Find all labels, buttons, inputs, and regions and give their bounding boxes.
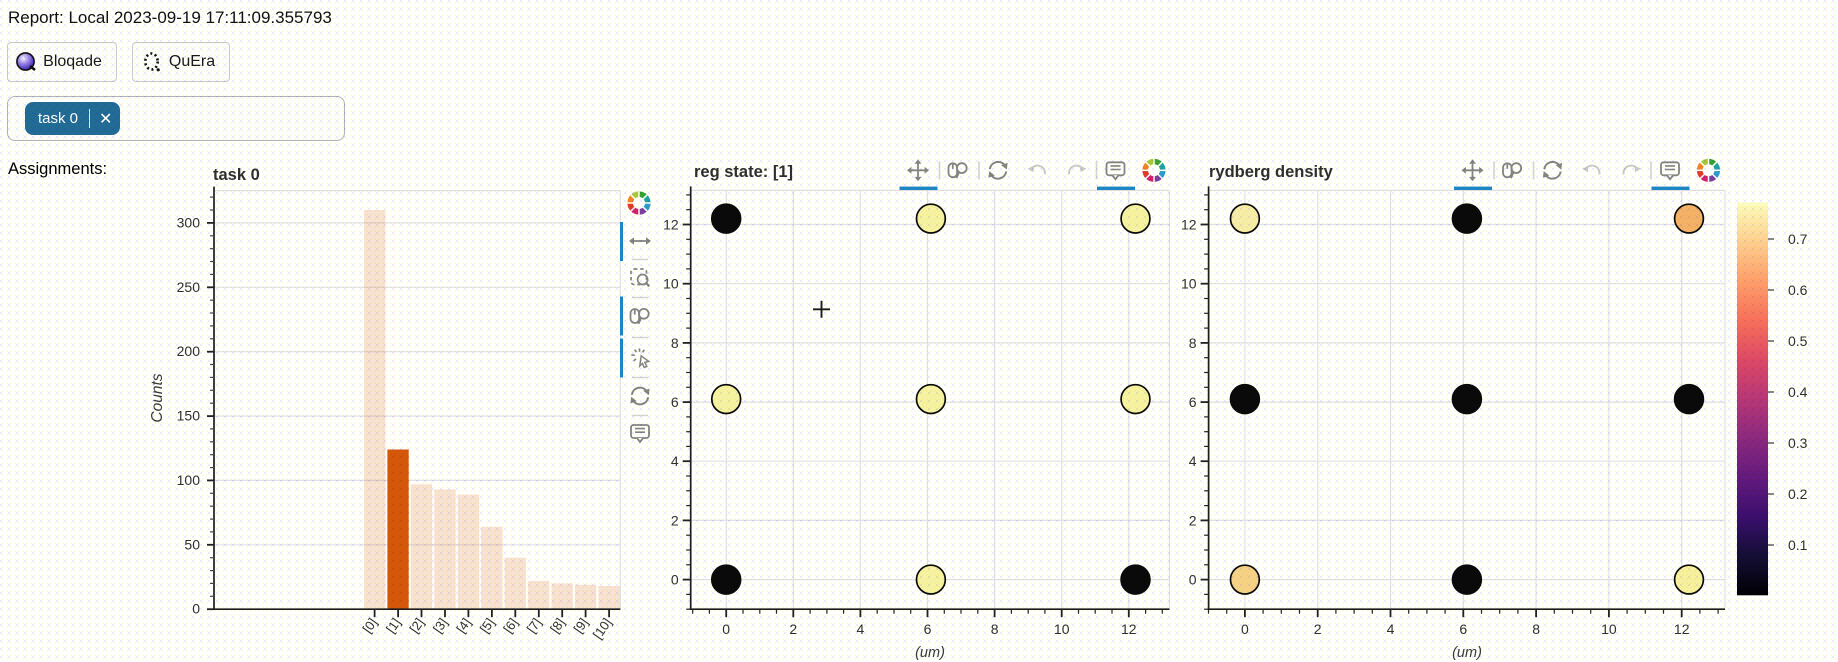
svg-text:250: 250 [177, 279, 201, 295]
svg-text:[10]: [10] [590, 615, 615, 641]
svg-text:2: 2 [789, 621, 797, 637]
svg-text:10: 10 [1181, 276, 1197, 292]
svg-text:0.1: 0.1 [1788, 537, 1808, 553]
svg-text:[0]: [0] [359, 615, 380, 635]
svg-text:4: 4 [1189, 453, 1197, 469]
svg-text:2: 2 [1314, 621, 1322, 637]
svg-text:12: 12 [1674, 621, 1690, 637]
svg-text:[9]: [9] [570, 615, 591, 635]
svg-text:50: 50 [184, 536, 200, 552]
svg-text:2: 2 [1189, 512, 1197, 528]
svg-text:150: 150 [177, 408, 201, 424]
svg-text:Counts: Counts [149, 373, 166, 422]
svg-text:12: 12 [1181, 217, 1197, 233]
svg-text:0.6: 0.6 [1788, 282, 1808, 298]
svg-text:0.7: 0.7 [1788, 231, 1808, 247]
svg-text:10: 10 [1601, 621, 1617, 637]
svg-text:0: 0 [722, 621, 730, 637]
svg-text:rydberg density: rydberg density [1209, 163, 1334, 181]
svg-text:8: 8 [1532, 621, 1540, 637]
svg-text:10: 10 [1054, 621, 1070, 637]
svg-text:0.5: 0.5 [1788, 333, 1808, 349]
svg-text:12: 12 [1121, 621, 1137, 637]
svg-text:12: 12 [663, 217, 679, 233]
svg-text:[1]: [1] [383, 615, 404, 635]
svg-text:6: 6 [1459, 621, 1467, 637]
svg-text:300: 300 [177, 214, 201, 230]
svg-text:6: 6 [924, 621, 932, 637]
svg-text:0: 0 [1241, 621, 1249, 637]
svg-text:0.3: 0.3 [1788, 435, 1808, 451]
svg-text:[3]: [3] [430, 615, 451, 635]
svg-text:task 0: task 0 [213, 166, 260, 184]
svg-text:200: 200 [177, 343, 201, 359]
svg-text:[6]: [6] [500, 615, 521, 635]
svg-text:[8]: [8] [547, 615, 568, 635]
svg-text:8: 8 [1189, 335, 1197, 351]
svg-text:100: 100 [177, 472, 201, 488]
svg-text:0: 0 [1189, 572, 1197, 588]
svg-text:[4]: [4] [453, 615, 474, 635]
svg-text:reg state: [1]: reg state: [1] [694, 163, 793, 181]
svg-text:0.2: 0.2 [1788, 486, 1808, 502]
svg-text:[7]: [7] [524, 615, 545, 635]
svg-text:4: 4 [1387, 621, 1395, 637]
svg-text:4: 4 [857, 621, 865, 637]
svg-text:0: 0 [192, 601, 200, 617]
svg-text:10: 10 [663, 276, 679, 292]
svg-text:4: 4 [671, 453, 679, 469]
svg-text:8: 8 [991, 621, 999, 637]
svg-text:6: 6 [1189, 394, 1197, 410]
svg-text:6: 6 [671, 394, 679, 410]
svg-text:(um): (um) [1452, 645, 1482, 661]
svg-text:[5]: [5] [477, 615, 498, 635]
svg-text:(um): (um) [915, 645, 945, 661]
svg-text:[2]: [2] [406, 615, 427, 635]
svg-text:8: 8 [671, 335, 679, 351]
svg-text:0.4: 0.4 [1788, 384, 1808, 400]
svg-text:2: 2 [671, 512, 679, 528]
svg-text:0: 0 [671, 572, 679, 588]
